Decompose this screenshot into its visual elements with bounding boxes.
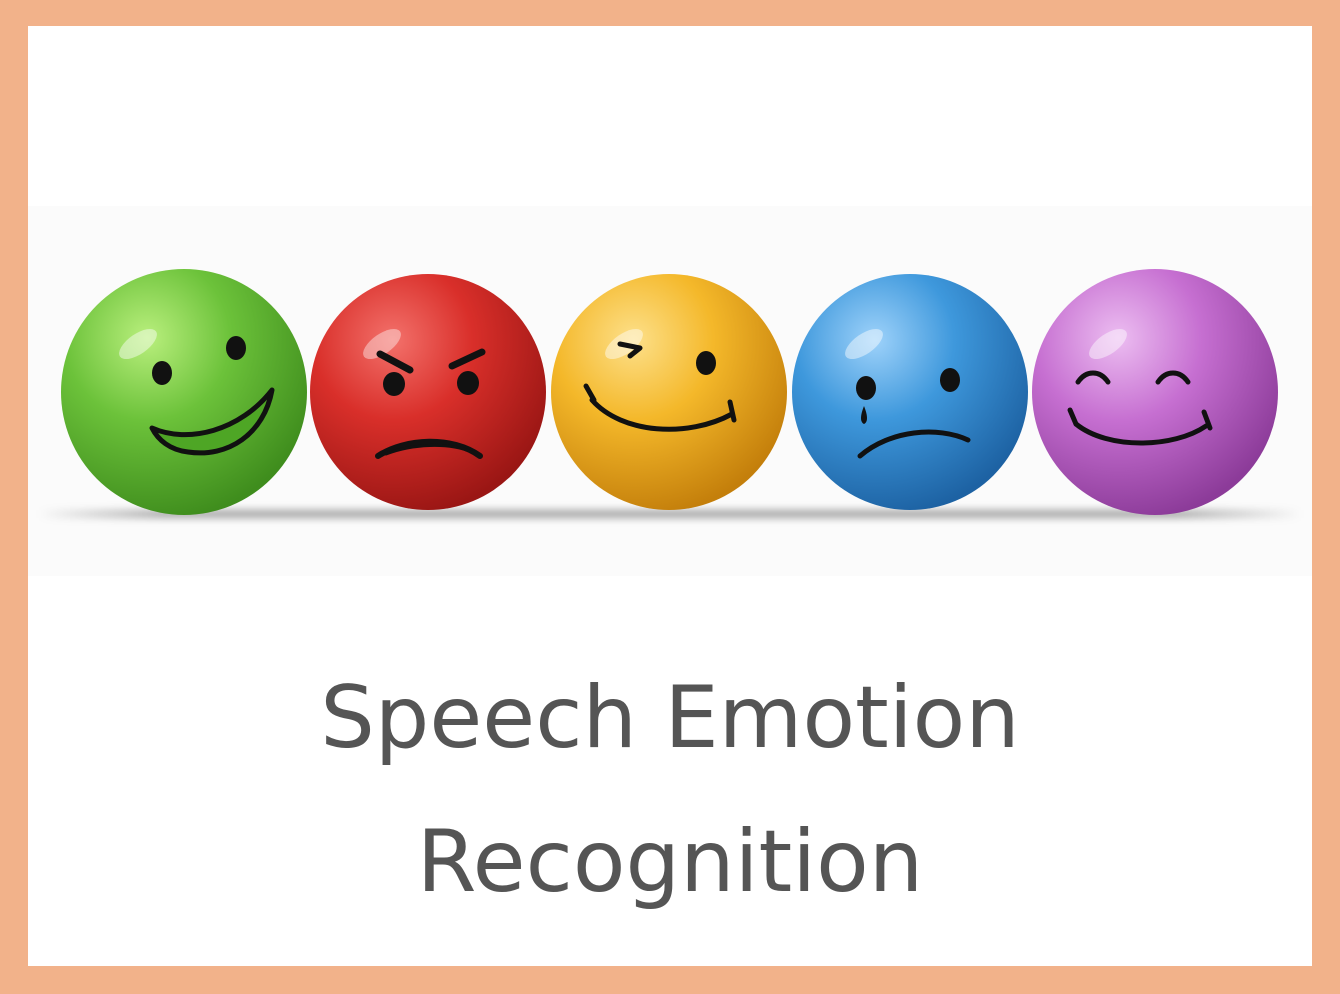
- angry-face-icon: [310, 274, 546, 510]
- happy-face-icon: [61, 269, 307, 515]
- floor-shadow: [38, 510, 1302, 518]
- page-title: Speech Emotion Recognition: [28, 646, 1312, 934]
- wink-face-icon: [551, 274, 787, 510]
- title-line-2: Recognition: [416, 812, 924, 912]
- emotion-balls-image: [28, 26, 1312, 646]
- card: Speech Emotion Recognition: [28, 26, 1312, 966]
- content-face-icon: [1032, 269, 1278, 515]
- sad-face-icon: [792, 274, 1028, 510]
- title-line-1: Speech Emotion: [320, 668, 1020, 768]
